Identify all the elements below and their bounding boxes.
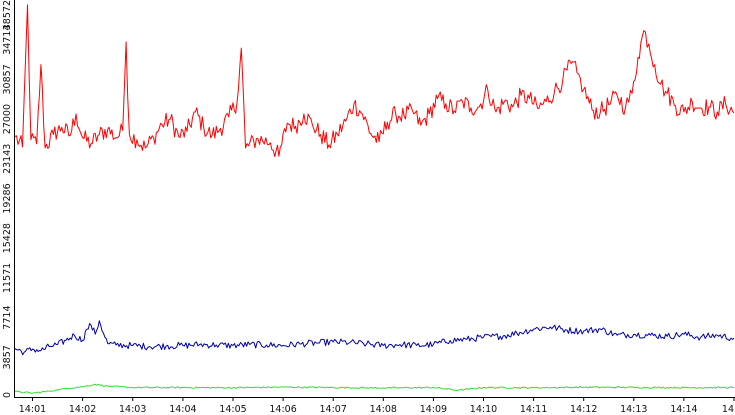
y-tick-label: 7714: [2, 306, 13, 330]
series-line-1: [14, 4, 735, 157]
y-tick-label: 0: [2, 392, 13, 398]
series-line-3: [14, 383, 734, 394]
x-tick-label: 14:08: [370, 404, 397, 415]
x-tick-label: 14:01: [19, 404, 46, 415]
x-tick-label: 14:13: [620, 404, 647, 415]
x-tick-label: 14:04: [169, 404, 196, 415]
y-tick-label: 11571: [2, 263, 13, 293]
y-tick-label: 19286: [2, 183, 13, 213]
x-tick-label: 14:12: [570, 404, 597, 415]
x-tick-label: 14: [722, 404, 734, 415]
x-tick-labels: 14:01 14:02 14:03 14:04 14:05 14:06 14:07 14:08…: [19, 397, 735, 415]
y-tick-label: 27000: [2, 104, 13, 134]
x-tick-label: 14:14: [670, 404, 697, 415]
x-tick-label: 14:02: [69, 404, 96, 415]
y-tick-label: 38572: [2, 0, 13, 30]
y-tick-label: 3857: [2, 345, 13, 369]
x-tick-label: 14:10: [470, 404, 497, 415]
series-layer: [14, 4, 735, 394]
x-tick-label: 14:11: [520, 404, 547, 415]
x-tick-label: 14:03: [119, 404, 146, 415]
x-tick-label: 14:07: [320, 404, 347, 415]
y-tick-label: 30857: [2, 64, 13, 94]
x-tick-label: 14:06: [269, 404, 296, 415]
y-tick-label: 23143: [2, 144, 13, 174]
series-line-2: [14, 320, 735, 356]
y-tick-label: 34714: [2, 25, 13, 55]
x-tick-label: 14:09: [420, 404, 447, 415]
x-tick-label: 14:05: [219, 404, 246, 415]
y-tick-label: 15428: [2, 223, 13, 253]
y-tick-labels: 0 3857 7714 11571 15428 19286 23143 27000 30857 3…: [2, 0, 13, 398]
